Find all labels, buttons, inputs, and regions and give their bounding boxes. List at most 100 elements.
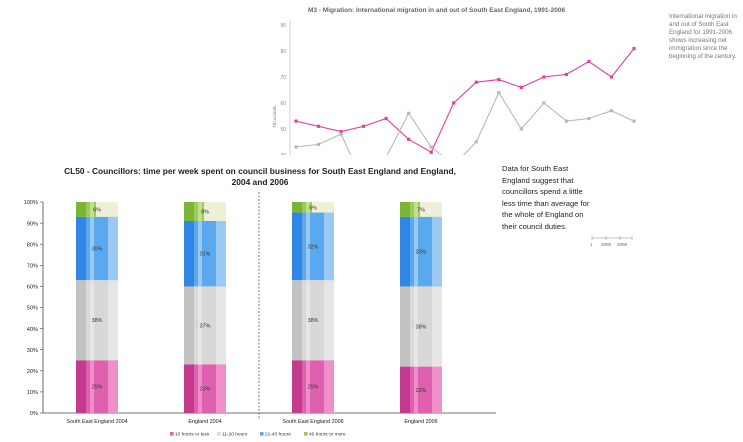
councillors-chart: 0% 10% 20% 30% 40% 50% 60% 70% 80% 90% 100% 25% 38% 3… bbox=[24, 192, 496, 438]
migration-series-1-point bbox=[407, 111, 411, 115]
bar-segment-highlight-1-3 bbox=[198, 202, 202, 221]
bar-top-cap-1 bbox=[204, 202, 226, 221]
bar-top-cap-2 bbox=[312, 202, 334, 213]
councillors-chart-title: CL50 - Councillors: time per week spent … bbox=[64, 166, 456, 187]
bar-segment-edge-2-2 bbox=[324, 212, 334, 281]
bar-segment-shade-3-3 bbox=[400, 202, 410, 217]
bar-segment-shade-0-2 bbox=[76, 216, 86, 281]
migration-series-0-point bbox=[497, 78, 501, 82]
migration-series-0-point bbox=[632, 46, 636, 51]
migration-series-0-point bbox=[519, 85, 523, 90]
migration-y-tick-2: 60 bbox=[280, 101, 286, 107]
councillors-y-tick-6: 60% bbox=[27, 285, 38, 291]
migration-series-0-point bbox=[587, 59, 591, 64]
migration-series-0-point bbox=[609, 75, 614, 79]
bar-segment-shade-2-3 bbox=[292, 202, 302, 213]
legend-label-3: 40 hours or more bbox=[309, 432, 346, 438]
bar-top-cap-0 bbox=[96, 202, 118, 217]
migration-series-1-point bbox=[609, 109, 614, 113]
bar-segment-shade-1-1 bbox=[184, 286, 194, 365]
legend-label-1: 11-20 hours bbox=[222, 432, 248, 438]
migration-y-axis-label: Thousands bbox=[272, 105, 277, 128]
councillors-y-tick-1: 10% bbox=[27, 390, 38, 396]
bar-label-2-0: 25% bbox=[308, 385, 319, 391]
bar-segment-highlight-3-0 bbox=[414, 366, 418, 413]
bar-segment-shade-0-0 bbox=[76, 360, 86, 413]
bar-segment-highlight-2-1 bbox=[306, 280, 310, 361]
bar-segment-edge-1-1 bbox=[216, 286, 226, 365]
migration-series-1-point bbox=[632, 119, 636, 123]
councillors-y-tick-4: 40% bbox=[27, 327, 38, 333]
bar-segment-edge-3-2 bbox=[432, 216, 442, 287]
bar-segment-shade-3-1 bbox=[400, 286, 410, 367]
bar-segment-highlight-2-0 bbox=[306, 360, 310, 413]
bar-segment-shade-1-3 bbox=[184, 202, 194, 221]
bar-segment-highlight-3-1 bbox=[414, 286, 418, 367]
councillors-y-tick-10: 100% bbox=[24, 200, 38, 206]
bar-segment-edge-2-1 bbox=[324, 280, 334, 361]
councillors-x-tick-0: South East England 2004 bbox=[66, 419, 127, 425]
migration-y-tick-3: 70 bbox=[280, 75, 286, 81]
legend-swatch-0 bbox=[170, 432, 174, 436]
bar-label-0-0: 25% bbox=[92, 385, 103, 391]
bar-segment-edge-2-0 bbox=[324, 360, 334, 413]
migration-series-0-point bbox=[564, 72, 568, 77]
bar-segment-highlight-0-0 bbox=[90, 360, 94, 413]
migration-series-0-point bbox=[474, 80, 478, 84]
bar-segment-shade-1-2 bbox=[184, 220, 194, 287]
bar-segment-edge-1-2 bbox=[216, 220, 226, 287]
legend-swatch-2 bbox=[260, 432, 264, 436]
bar-segment-highlight-0-1 bbox=[90, 280, 94, 361]
councillors-y-tick-3: 30% bbox=[27, 348, 38, 354]
migration-x-tick-2006: 2006 bbox=[617, 242, 628, 247]
migration-series-0-point bbox=[362, 124, 366, 128]
bar-label-2-1: 38% bbox=[308, 318, 319, 324]
bar-segment-shade-2-2 bbox=[292, 212, 302, 281]
bar-segment-edge-3-1 bbox=[432, 286, 442, 367]
bar-label-1-3: 8% bbox=[201, 209, 209, 215]
migration-series-0-point bbox=[339, 129, 343, 134]
councillors-y-tick-0: 0% bbox=[30, 411, 38, 417]
bar-label-0-3: 6% bbox=[93, 207, 101, 213]
migration-series-0-point bbox=[316, 124, 321, 128]
migration-series-1-point bbox=[587, 116, 591, 121]
migration-series-0-point bbox=[294, 119, 298, 123]
bar-label-3-1: 38% bbox=[416, 324, 427, 330]
bar-label-1-1: 37% bbox=[200, 323, 211, 329]
migration-series-0-point bbox=[384, 116, 388, 121]
migration-series-1-point bbox=[564, 119, 568, 123]
councillors-y-tick-7: 70% bbox=[27, 264, 38, 270]
bar-segment-highlight-1-0 bbox=[198, 364, 202, 413]
migration-series-1-point bbox=[474, 140, 478, 144]
migration-chart-annotation: International migration in and out of So… bbox=[669, 13, 737, 60]
migration-series-1-point bbox=[519, 127, 523, 131]
legend-label-2: 21-40 hours bbox=[265, 432, 291, 438]
councillors-y-tick-2: 20% bbox=[27, 369, 38, 375]
bar-segment-edge-0-1 bbox=[108, 280, 118, 361]
bar-segment-highlight-3-3 bbox=[414, 202, 418, 217]
bar-segment-edge-0-0 bbox=[108, 360, 118, 413]
bar-segment-edge-3-0 bbox=[432, 366, 442, 413]
councillors-x-tick-2: South East England 2006 bbox=[282, 419, 343, 425]
bar-segment-shade-1-0 bbox=[184, 364, 194, 413]
bar-label-2-3: 5% bbox=[309, 205, 317, 211]
bar-segment-highlight-2-2 bbox=[306, 212, 310, 281]
councillors-x-tick-1: England 2004 bbox=[188, 419, 221, 425]
migration-y-tick-4: 80 bbox=[280, 49, 286, 55]
bar-segment-highlight-3-2 bbox=[414, 216, 418, 287]
legend-label-0: 10 hours or less bbox=[175, 432, 210, 438]
migration-x-tick-fragment: 1 bbox=[590, 242, 593, 247]
migration-series-1-point bbox=[339, 132, 343, 136]
legend-swatch-1 bbox=[217, 432, 221, 436]
councillors-chart-annotation: Data for South East England suggest that… bbox=[502, 164, 590, 231]
councillors-x-tick-3: England 2006 bbox=[404, 419, 437, 425]
bar-segment-shade-2-0 bbox=[292, 360, 302, 413]
councillors-y-tick-8: 80% bbox=[27, 242, 38, 248]
bar-top-cap-3 bbox=[420, 202, 442, 217]
migration-series-1-point bbox=[542, 101, 546, 105]
migration-series-1-point bbox=[316, 142, 321, 147]
councillors-y-tick-9: 90% bbox=[27, 221, 38, 227]
bar-label-0-1: 38% bbox=[92, 318, 103, 324]
bar-segment-highlight-1-1 bbox=[198, 286, 202, 365]
bar-segment-shade-3-2 bbox=[400, 216, 410, 287]
